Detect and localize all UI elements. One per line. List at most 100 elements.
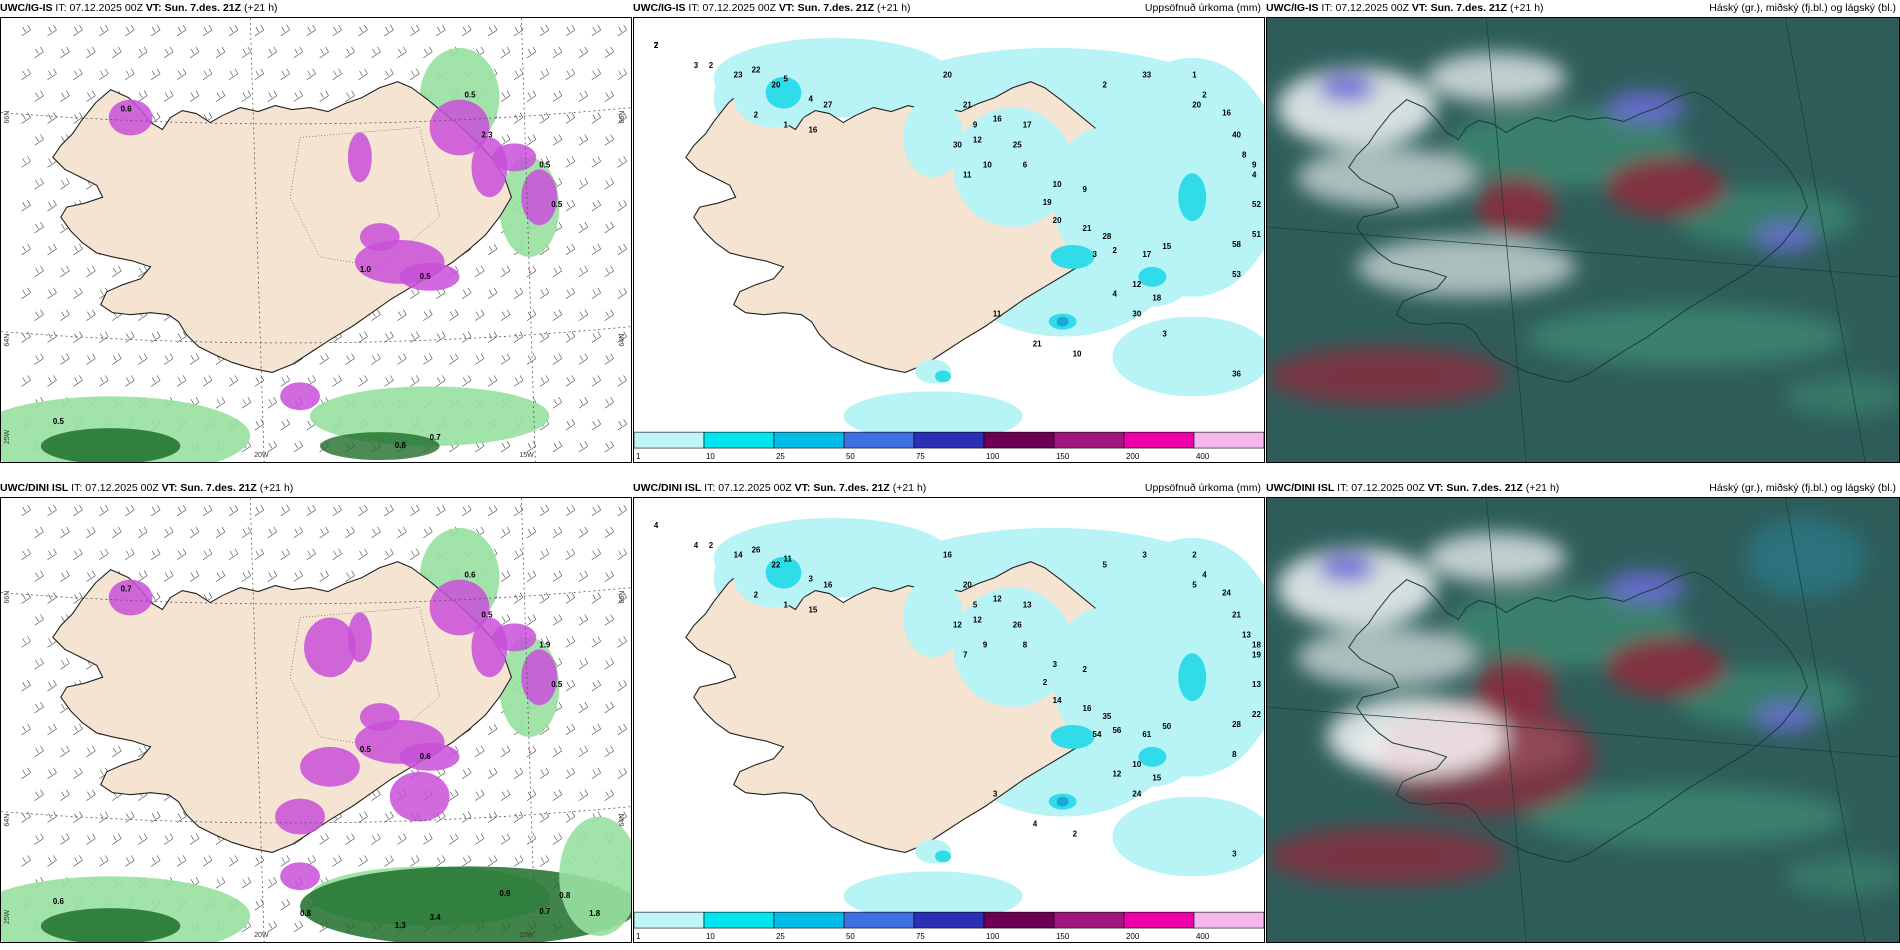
value-label: 52 bbox=[1252, 200, 1261, 209]
colorbar-segment bbox=[1123, 431, 1195, 449]
colorbar-segment bbox=[634, 431, 705, 449]
cloud-map[interactable] bbox=[1266, 17, 1900, 463]
value-label: 56 bbox=[1112, 726, 1121, 735]
colorbar-tick: 10 bbox=[706, 452, 715, 461]
value-label: 5 bbox=[1103, 561, 1108, 570]
value-label: 0.5 bbox=[465, 91, 477, 100]
vt-label: VT: bbox=[778, 2, 795, 14]
value-label: 15 bbox=[1162, 242, 1171, 251]
precip-light bbox=[903, 577, 963, 658]
cloud-area bbox=[1426, 532, 1567, 583]
ptype-map[interactable]: 66N 64N 25W 66N 64N 20W 15W 0.7 0.6 0.5 1.9 0.5 0.6 1… bbox=[0, 497, 632, 943]
cloud-area bbox=[1296, 627, 1477, 688]
value-label: 19 bbox=[1043, 198, 1052, 207]
cloud-title: Háský (gr.), miðský (fj.bl.) og lágský (… bbox=[1709, 482, 1896, 494]
precip-light bbox=[1112, 316, 1264, 397]
colorbar-tick: 50 bbox=[846, 932, 855, 941]
vt-value: Sun. 7.des. 21Z bbox=[797, 2, 875, 14]
hatched-area bbox=[289, 607, 440, 748]
cloud-area bbox=[1605, 637, 1726, 698]
vt-value: Sun. 7.des. 21Z bbox=[180, 482, 257, 494]
value-label: 4 bbox=[1033, 820, 1038, 829]
it-label: IT: bbox=[71, 482, 83, 494]
it-label: IT: bbox=[1337, 482, 1349, 494]
cloud-layers bbox=[1267, 517, 1899, 897]
value-label: 4 bbox=[654, 521, 659, 530]
value-label: 8 bbox=[1232, 750, 1237, 759]
value-label: 7 bbox=[963, 650, 968, 659]
value-label: 5 bbox=[784, 75, 789, 84]
value-label: 4 bbox=[1202, 571, 1207, 580]
colorbar-segment bbox=[913, 911, 985, 929]
value-label: 3 bbox=[808, 575, 813, 584]
lead-time: (+21 h) bbox=[1525, 482, 1560, 494]
value-label: 2 bbox=[754, 591, 759, 600]
snow-area bbox=[521, 649, 558, 706]
value-label: 0.6 bbox=[121, 105, 133, 114]
snow-area bbox=[492, 143, 537, 172]
value-label: 18 bbox=[1252, 640, 1261, 649]
lead-time: (+21 h) bbox=[1509, 2, 1544, 14]
cloud-area bbox=[1316, 71, 1377, 104]
value-label: 0.8 bbox=[300, 909, 312, 918]
colorbar-segment bbox=[1193, 431, 1264, 449]
ptype-panel-top: UWC/IG-IS IT: 07.12.2025 00Z VT: Sun. 7.… bbox=[0, 0, 632, 463]
model-name: UWC/IG-IS bbox=[1266, 2, 1319, 14]
value-label: 35 bbox=[1103, 712, 1112, 721]
snow-area bbox=[399, 742, 460, 771]
cloud-area bbox=[1745, 517, 1866, 598]
value-label: 0.5 bbox=[420, 272, 432, 281]
colorbar-tick: 100 bbox=[986, 452, 1000, 461]
it-value: 07.12.2025 00Z bbox=[69, 2, 143, 14]
value-label: 12 bbox=[953, 620, 962, 629]
grid-line bbox=[1485, 498, 1527, 942]
precip-moderate bbox=[935, 850, 951, 863]
vt-value: Sun. 7.des. 21Z bbox=[1446, 482, 1523, 494]
it-value: 07.12.2025 00Z bbox=[1351, 482, 1425, 494]
precip-light bbox=[1052, 607, 1153, 747]
snow-area bbox=[521, 169, 558, 226]
precip-map[interactable]: 4 4 2 14 26 22 11 3 2 1 15 16 16 20 12 13 12 26 9 7 8 3 2 14 16 3… bbox=[633, 497, 1265, 943]
value-label: 3 bbox=[993, 790, 998, 799]
it-value: 07.12.2025 00Z bbox=[702, 2, 776, 14]
value-label: 17 bbox=[1023, 121, 1032, 130]
snow-area bbox=[275, 798, 325, 835]
heavy-rain-area bbox=[40, 428, 181, 462]
value-label: 16 bbox=[808, 125, 817, 134]
value-label: 15 bbox=[1152, 774, 1161, 783]
precip-map[interactable]: 2 3 2 23 22 20 5 4 2 1 16 27 20 21 16 17 12 25 10 11 6 10 19 20… bbox=[633, 17, 1265, 463]
value-label: 22 bbox=[772, 561, 781, 570]
lat-label-64n: 64N bbox=[4, 814, 11, 827]
cloud-area bbox=[1476, 177, 1557, 238]
panel-header: UWC/DINI ISL IT: 07.12.2025 00Z VT: Sun.… bbox=[633, 480, 1265, 497]
it-label: IT: bbox=[55, 2, 67, 14]
value-label: 2 bbox=[1202, 91, 1207, 100]
value-label: 20 bbox=[1053, 216, 1062, 225]
it-label: IT: bbox=[1321, 2, 1333, 14]
value-label: 1.0 bbox=[360, 265, 372, 274]
precip-panel-top: UWC/IG-IS IT: 07.12.2025 00Z VT: Sun. 7.… bbox=[633, 0, 1265, 463]
ptype-value-labels: 0.7 0.6 0.5 1.9 0.5 0.6 1.3 3.4 0.6 0.5 0.8 0.9 0.7 0… bbox=[53, 571, 601, 930]
value-label: 51 bbox=[1252, 230, 1261, 239]
it-value: 07.12.2025 00Z bbox=[718, 482, 792, 494]
snow-area bbox=[359, 703, 400, 731]
precip-moderate bbox=[1138, 266, 1167, 287]
colorbar-tick: 1 bbox=[636, 452, 641, 461]
value-label: 9 bbox=[983, 640, 988, 649]
value-label: 0.5 bbox=[53, 417, 65, 426]
colorbar-tick: 50 bbox=[846, 452, 855, 461]
graticule bbox=[1, 18, 631, 462]
cloud-map[interactable] bbox=[1266, 497, 1900, 943]
value-label: 30 bbox=[1132, 310, 1141, 319]
ptype-map[interactable]: 66N 64N 25W 66N 64N 20W 15W 0.6 0.5 2.3 0.5 0.5 0.5 0… bbox=[0, 17, 632, 463]
value-label: 15 bbox=[808, 605, 817, 614]
value-label: 1.3 bbox=[395, 921, 407, 930]
vt-value: Sun. 7.des. 21Z bbox=[1430, 2, 1508, 14]
snow-area bbox=[280, 382, 320, 411]
precip-heavy bbox=[1056, 796, 1069, 807]
vt-value: Sun. 7.des. 21Z bbox=[813, 482, 890, 494]
grid-line bbox=[1267, 226, 1899, 278]
precip-light bbox=[1107, 707, 1198, 787]
cloud-area bbox=[1267, 826, 1507, 887]
colorbar-tick: 150 bbox=[1056, 452, 1070, 461]
